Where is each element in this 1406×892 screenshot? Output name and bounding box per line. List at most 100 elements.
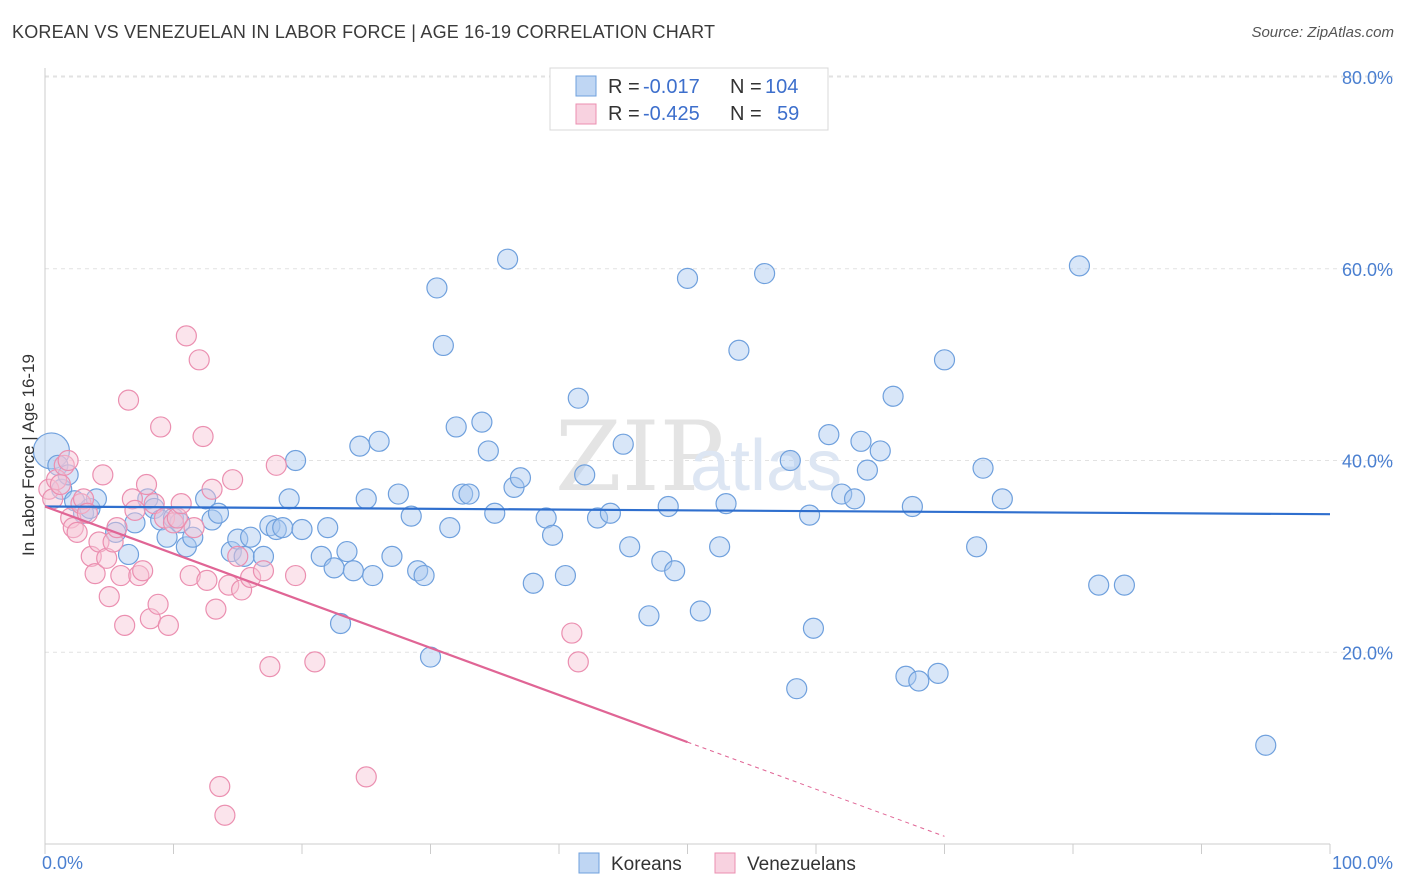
trend-line-venezuelans [44,505,688,744]
point-venezuelans-41 [192,425,214,448]
y-tick-label-80: 80.0% [1342,68,1393,88]
legend-swatch-koreans [578,852,600,874]
point-koreans-94 [908,670,930,692]
point-koreans-32 [291,518,313,541]
point-koreans-37 [336,540,358,563]
y-axis-label: In Labor Force | Age 16-19 [19,354,38,556]
point-koreans-79 [728,339,750,361]
point-koreans-96 [933,349,956,371]
point-koreans-30 [278,488,300,510]
point-koreans-42 [368,430,390,452]
point-koreans-21 [207,502,230,524]
point-koreans-74 [664,560,686,582]
point-koreans-60 [509,467,532,489]
point-koreans-97 [966,536,988,558]
point-koreans-77 [709,536,731,558]
point-venezuelans-15 [92,464,114,486]
x-tick-label-min: 0.0% [42,853,83,873]
point-koreans-56 [477,440,499,462]
point-koreans-95 [927,662,949,684]
point-venezuelans-22 [117,389,140,411]
point-koreans-87 [843,488,866,510]
point-venezuelans-42 [196,569,218,591]
point-koreans-101 [1088,574,1110,596]
point-venezuelans-57 [355,766,377,788]
tick-labels: 20.0% 40.0% 60.0% 80.0% 0.0% 100.0% [42,68,1393,873]
y-tick-label-20: 20.0% [1342,643,1393,663]
point-koreans-9 [117,543,140,566]
point-venezuelans-36 [170,493,192,515]
point-venezuelans-45 [209,775,231,798]
point-venezuelans-39 [183,517,205,539]
point-koreans-93 [901,495,923,518]
point-koreans-90 [869,440,891,462]
point-venezuelans-53 [259,656,281,678]
point-koreans-80 [753,262,776,285]
point-venezuelans-27 [135,473,158,496]
point-koreans-49 [426,277,448,299]
point-koreans-58 [497,248,519,270]
point-koreans-52 [445,416,467,438]
point-koreans-53 [452,483,474,505]
point-venezuelans-43 [201,478,223,500]
point-koreans-99 [991,488,1013,510]
point-venezuelans-50 [231,579,253,601]
legend-label-koreans: Koreans [611,854,682,875]
data-points [32,248,1277,826]
point-koreans-55 [471,411,493,433]
point-venezuelans-54 [265,454,287,476]
point-koreans-63 [541,524,564,546]
point-koreans-31 [284,449,307,472]
point-venezuelans-37 [175,325,197,347]
point-koreans-103 [1255,734,1277,756]
point-venezuelans-19 [106,517,128,539]
point-koreans-25 [240,526,262,548]
point-koreans-69 [612,433,634,455]
stats-n-value-venezuelans: 59 [777,103,799,125]
point-koreans-85 [818,424,840,446]
point-koreans-86 [831,483,853,505]
point-koreans-98 [972,457,994,479]
point-venezuelans-48 [222,469,244,491]
stats-r-value-venezuelans: -0.425 [643,103,700,125]
point-venezuelans-17 [98,586,120,608]
stats-n-value-koreans: 104 [765,76,798,98]
point-koreans-57 [484,502,506,524]
stats-legend: R = -0.017 N = 104 R = -0.425 N = 59 [549,67,829,131]
point-venezuelans-13 [84,563,106,585]
point-koreans-36 [329,612,352,635]
point-koreans-54 [458,483,480,505]
point-koreans-34 [317,517,339,539]
point-venezuelans-26 [132,560,154,582]
watermark-atlas: atlas [690,426,842,506]
point-koreans-38 [342,560,364,582]
watermark: ZIP atlas [555,401,842,513]
stats-swatch-venezuelans [575,103,597,125]
point-koreans-64 [554,564,577,587]
point-koreans-75 [676,267,699,289]
point-venezuelans-24 [124,499,146,521]
trend-line-koreans [44,505,1331,516]
point-koreans-71 [638,605,660,627]
point-koreans-43 [381,545,403,567]
point-koreans-10 [124,512,146,534]
x-tick-label-max: 100.0% [1332,853,1393,873]
point-venezuelans-49 [227,545,249,567]
point-koreans-45 [400,505,422,527]
point-venezuelans-58 [561,622,583,644]
source-credit: Source: ZipAtlas.com [1251,24,1394,41]
point-koreans-50 [432,334,454,357]
point-venezuelans-46 [214,804,236,826]
point-venezuelans-33 [157,614,179,637]
stats-n-label-venezuelans: N = [730,103,762,125]
point-venezuelans-40 [188,349,210,371]
point-koreans-84 [802,617,825,639]
point-venezuelans-29 [143,493,165,515]
point-koreans-92 [895,665,917,687]
point-koreans-78 [715,493,737,515]
point-koreans-41 [362,564,384,587]
point-venezuelans-52 [252,560,275,582]
point-venezuelans-21 [114,614,136,637]
point-koreans-51 [439,517,461,539]
